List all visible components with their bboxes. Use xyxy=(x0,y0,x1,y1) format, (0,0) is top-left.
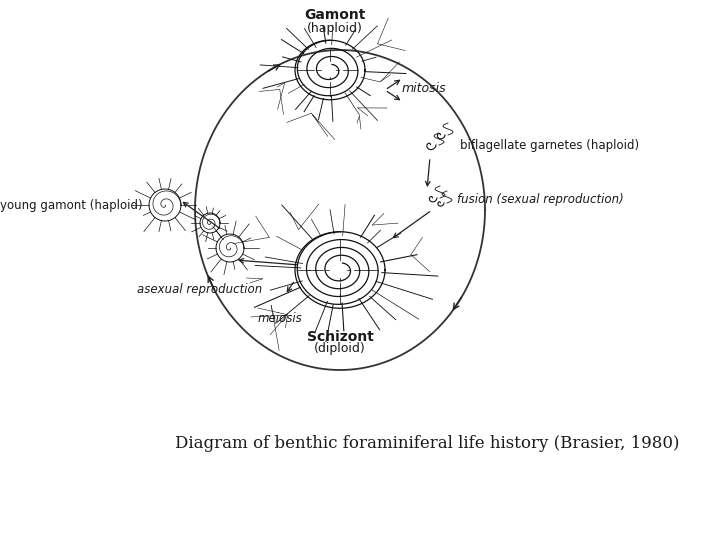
Text: Diagram of benthic foraminiferal life history (Brasier, 1980): Diagram of benthic foraminiferal life hi… xyxy=(175,435,680,452)
Text: (diploid): (diploid) xyxy=(314,342,366,355)
Text: mitosis: mitosis xyxy=(402,82,446,94)
Text: young gamont (haploid): young gamont (haploid) xyxy=(1,199,143,212)
Text: biflagellate garnetes (haploid): biflagellate garnetes (haploid) xyxy=(460,138,639,152)
Text: Gamont: Gamont xyxy=(305,8,366,22)
Text: meiosis: meiosis xyxy=(258,312,302,325)
Text: Schizont: Schizont xyxy=(307,330,374,344)
Text: asexual reproduction: asexual reproduction xyxy=(138,283,263,296)
Text: fusion (sexual reproduction): fusion (sexual reproduction) xyxy=(457,193,624,206)
Text: (haploid): (haploid) xyxy=(307,22,363,35)
